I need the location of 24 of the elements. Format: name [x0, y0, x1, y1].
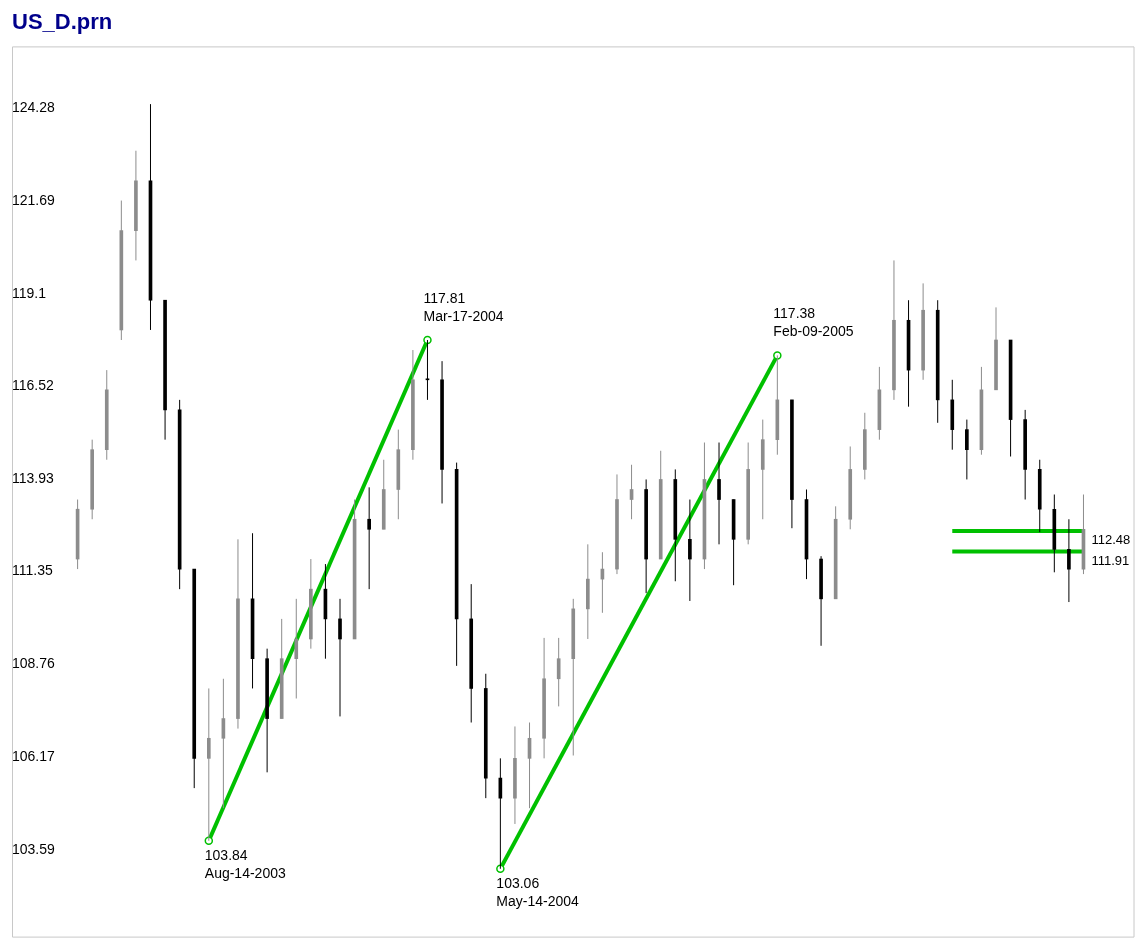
annotation: 117.38 Feb-09-2005	[773, 305, 854, 340]
chart-title: US_D.prn	[12, 9, 113, 35]
text: 111.91	[1091, 552, 1130, 568]
y-tick-label: 106.17	[12, 748, 56, 765]
candlestick	[965, 419, 969, 480]
annotation: 103.06 May-14-2004	[496, 874, 580, 909]
candlestick	[367, 486, 371, 590]
text: 112.48	[1091, 532, 1131, 548]
y-tick-label: 119.1	[12, 284, 47, 301]
candlestick	[556, 637, 561, 707]
y-tick-label: 116.52	[12, 377, 54, 394]
annotation: 103.84 Aug-14-2003	[204, 846, 286, 881]
y-tick-label: 124.28	[12, 98, 56, 115]
y-tick-label: 111.35	[12, 562, 53, 579]
candlestick	[294, 598, 299, 699]
y-tick-label: 121.69	[12, 191, 56, 208]
y-tick-label: 108.76	[12, 655, 56, 672]
candlestick	[717, 442, 721, 545]
annotation: 117.81 Mar-17-2004	[423, 289, 504, 324]
candlestick	[1067, 518, 1071, 603]
y-tick-label: 103.59	[12, 840, 56, 857]
candlestick	[338, 598, 342, 717]
candlestick	[688, 499, 692, 602]
y-tick-label: 113.93	[12, 469, 54, 486]
